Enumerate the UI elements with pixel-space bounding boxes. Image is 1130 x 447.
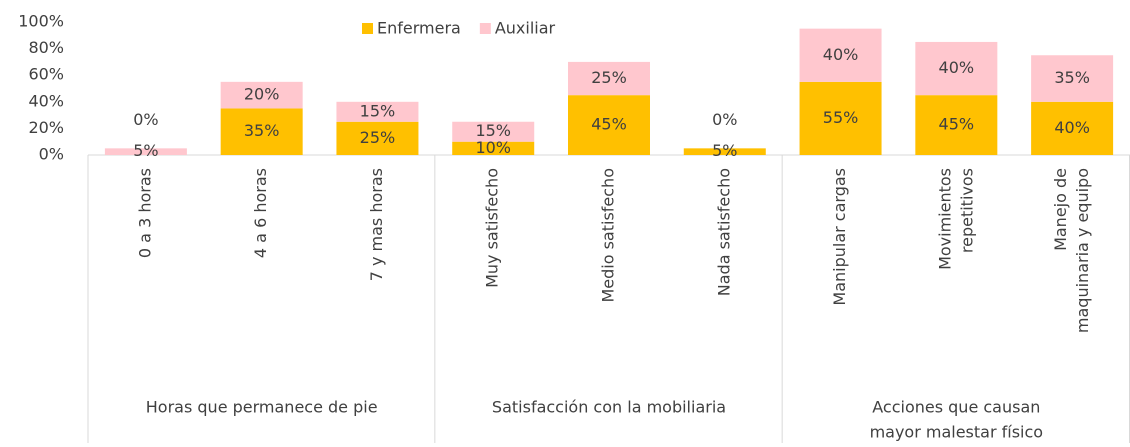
data-label: 15% xyxy=(360,101,396,120)
y-tick-label: 60% xyxy=(28,65,64,84)
y-tick-label: 40% xyxy=(28,91,64,110)
bar-segment xyxy=(683,148,766,155)
legend-swatch xyxy=(362,23,373,34)
y-tick-label: 20% xyxy=(28,118,64,137)
data-label: 25% xyxy=(360,128,396,147)
legend-swatch xyxy=(479,23,491,34)
legend-label: Enfermera xyxy=(377,19,461,38)
data-label: 35% xyxy=(1054,68,1090,87)
bar-segment xyxy=(104,148,187,155)
x-tick-label: Movimientos repetitivos xyxy=(935,168,976,270)
data-label: 45% xyxy=(591,115,627,134)
bar-segment xyxy=(915,95,998,155)
data-label: 35% xyxy=(244,121,280,140)
data-label: 25% xyxy=(591,68,627,87)
bar-segment xyxy=(336,101,419,122)
data-label: 0% xyxy=(133,110,158,129)
bar-segment xyxy=(220,81,303,109)
legend-label: Auxiliar xyxy=(495,19,556,38)
bar-segment xyxy=(452,121,535,142)
y-tick-label: 80% xyxy=(28,38,64,57)
bar-segment xyxy=(568,95,650,155)
x-tick-label: Manipular cargas xyxy=(830,168,849,306)
data-label: 0% xyxy=(712,110,737,129)
group-label: Satisfacción con la mobiliaria xyxy=(492,398,726,417)
x-tick-label: 4 a 6 horas xyxy=(251,168,270,258)
data-label: 45% xyxy=(939,115,975,134)
bar-segment xyxy=(452,141,535,155)
y-tick-label: 100% xyxy=(18,12,64,31)
bar-segment xyxy=(799,81,882,155)
bar-segment xyxy=(336,121,419,155)
data-label: 5% xyxy=(712,141,737,160)
bar-segment xyxy=(799,28,882,82)
group-label: Horas que permanece de pie xyxy=(146,398,378,417)
x-tick-label: Nada satisfecho xyxy=(714,168,733,296)
data-label: 40% xyxy=(1054,118,1090,137)
x-tick-label: 7 y mas horas xyxy=(367,168,386,281)
x-tick-label: Muy satisfecho xyxy=(483,168,502,288)
bar-segment xyxy=(1031,101,1114,155)
data-label: 10% xyxy=(475,138,511,157)
x-tick-label: 0 a 3 horas xyxy=(135,168,154,258)
bar-segment xyxy=(568,61,650,96)
data-label: 15% xyxy=(475,121,511,140)
bar-segment xyxy=(1031,55,1114,102)
data-label: 5% xyxy=(133,141,158,160)
bar-segment xyxy=(915,41,998,96)
data-label: 20% xyxy=(244,85,280,104)
x-tick-label: Manejo de maquinaria y equipo xyxy=(1051,168,1092,333)
y-tick-label: 0% xyxy=(39,145,64,164)
data-label: 40% xyxy=(939,58,975,77)
data-label: 40% xyxy=(823,45,859,64)
group-label: Acciones que causan mayor malestar físico xyxy=(870,397,1044,441)
x-tick-label: Medio satisfecho xyxy=(599,168,618,303)
bar-segment xyxy=(220,108,303,155)
data-label: 55% xyxy=(823,108,859,127)
